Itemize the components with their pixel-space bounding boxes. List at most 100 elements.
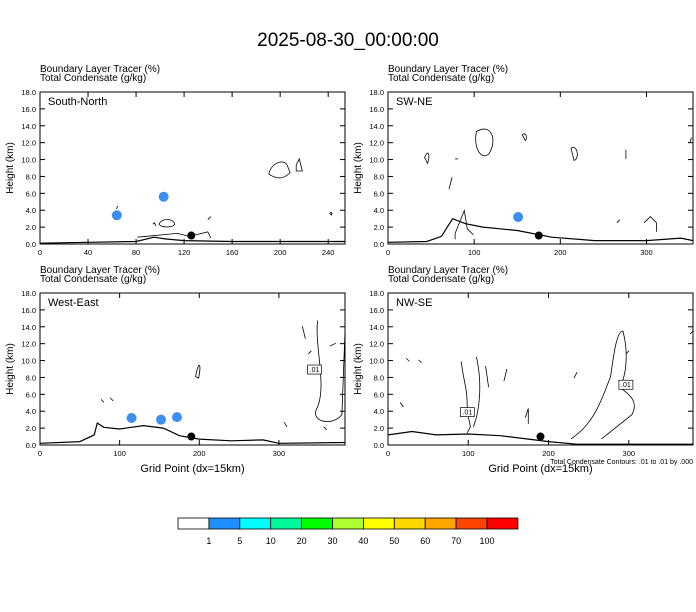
y-tick-label: 2.0 (26, 424, 36, 433)
y-tick-label: 6.0 (26, 189, 36, 198)
x-tick-label: 40 (84, 248, 92, 257)
condensate-contour (573, 371, 578, 379)
x-tick-label: 0 (386, 248, 390, 257)
terrain-line (39, 422, 346, 444)
y-tick-label: 16.0 (21, 105, 36, 114)
condensate-contour (152, 222, 157, 226)
y-tick-label: 10.0 (21, 357, 36, 366)
condensate-contour (283, 421, 288, 428)
x-tick-label: 300 (640, 248, 653, 257)
y-tick-label: 6.0 (26, 390, 36, 399)
plot-frame (387, 292, 694, 446)
terrain-line (387, 217, 694, 243)
y-tick-label: 6.0 (374, 390, 384, 399)
condensate-contour (115, 205, 119, 210)
y-tick-label: 18.0 (21, 289, 36, 298)
contour-label: .01 (621, 382, 631, 389)
condensate-contour (399, 402, 404, 408)
y-tick-label: 8.0 (374, 172, 384, 181)
panel-header-line1: Boundary Layer Tracer (%) (40, 64, 160, 75)
colorbar-swatch (455, 517, 488, 530)
colorbar-swatch (239, 517, 272, 530)
tracer-blob (171, 412, 182, 423)
terrain-line (39, 236, 345, 244)
x-tick-label: 240 (322, 248, 335, 257)
y-tick-label: 0.0 (374, 240, 384, 249)
y-tick-label: 2.0 (26, 223, 36, 232)
main-title: 2025-08-30_00:00:00 (257, 30, 439, 51)
condensate-contour (406, 358, 410, 362)
colorbar-swatch (270, 517, 303, 530)
tracer-blob (156, 414, 167, 425)
y-tick-label: 18.0 (21, 88, 36, 97)
y-tick-label: 16.0 (21, 306, 36, 315)
condensate-contour (485, 365, 489, 388)
colorbar-swatch (332, 517, 364, 530)
colorbar-label: 50 (389, 536, 399, 546)
condensate-contour (448, 177, 453, 190)
colorbar-label: 40 (358, 536, 368, 546)
colorbar-swatch (301, 517, 333, 530)
y-tick-label: 4.0 (374, 407, 384, 416)
y-tick-label: 10.0 (369, 156, 384, 165)
y-tick-label: 14.0 (21, 323, 36, 332)
tracer-blob (158, 191, 169, 202)
plot-frame (39, 292, 346, 446)
condensate-contour (424, 152, 430, 165)
condensate-contour (158, 219, 175, 228)
panel-3: Boundary Layer Tracer (%)Total Condensat… (5, 265, 346, 475)
contour-label: .01 (310, 367, 320, 374)
y-tick-label: 8.0 (374, 373, 384, 382)
colorbar-label: 10 (266, 536, 276, 546)
condensate-contour (454, 209, 474, 240)
colorbar-swatch (486, 517, 519, 530)
x-axis-label: Grid Point (dx=15km) (488, 463, 592, 475)
panel-2: Boundary Layer Tracer (%)Total Condensat… (353, 64, 694, 257)
colorbar-swatch (362, 517, 395, 530)
condensate-contour (195, 364, 201, 379)
condensate-contour (570, 330, 635, 440)
condensate-contour (689, 330, 694, 335)
panel-4: Boundary Layer Tracer (%)Total Condensat… (353, 265, 694, 475)
y-axis-label: Height (km) (5, 343, 16, 395)
y-tick-label: 10.0 (369, 357, 384, 366)
panel-header-line2: Total Condensate (g/kg) (388, 73, 494, 84)
condensate-contour (570, 146, 578, 161)
x-tick-label: 100 (468, 248, 481, 257)
condensate-contour (521, 133, 527, 142)
panel-header-line2: Total Condensate (g/kg) (40, 73, 146, 84)
x-tick-label: 0 (386, 449, 390, 458)
x-tick-label: 120 (178, 248, 191, 257)
condensate-contour (643, 216, 657, 232)
y-tick-label: 10.0 (21, 156, 36, 165)
condensate-contour (109, 397, 114, 402)
condensate-contour (323, 426, 327, 431)
condensate-contour (207, 216, 212, 220)
y-tick-label: 4.0 (26, 206, 36, 215)
x-tick-label: 200 (542, 449, 555, 458)
x-tick-label: 200 (554, 248, 567, 257)
y-tick-label: 8.0 (26, 172, 36, 181)
x-tick-label: 100 (113, 449, 126, 458)
colorbar-label: 5 (237, 536, 242, 546)
panel-header-line2: Total Condensate (g/kg) (40, 274, 146, 285)
x-axis-label: Grid Point (dx=15km) (140, 463, 244, 475)
condensate-contour (315, 320, 346, 422)
condensate-contour (460, 361, 471, 433)
location-marker (187, 432, 196, 441)
colorbar-label: 1 (206, 536, 211, 546)
location-marker (187, 231, 196, 240)
y-tick-label: 14.0 (369, 122, 384, 131)
y-tick-label: 12.0 (369, 139, 384, 148)
plot-frame (387, 91, 694, 245)
condensate-contour (308, 350, 312, 355)
condensate-contour (329, 211, 333, 216)
y-tick-label: 2.0 (374, 424, 384, 433)
condensate-contour (503, 368, 508, 382)
contour-label: .01 (462, 410, 472, 417)
condensate-contour (329, 342, 336, 347)
colorbar-label: 70 (451, 536, 461, 546)
condensate-contour (295, 157, 303, 172)
plot-frame (39, 91, 346, 245)
tracer-blob (126, 412, 137, 423)
